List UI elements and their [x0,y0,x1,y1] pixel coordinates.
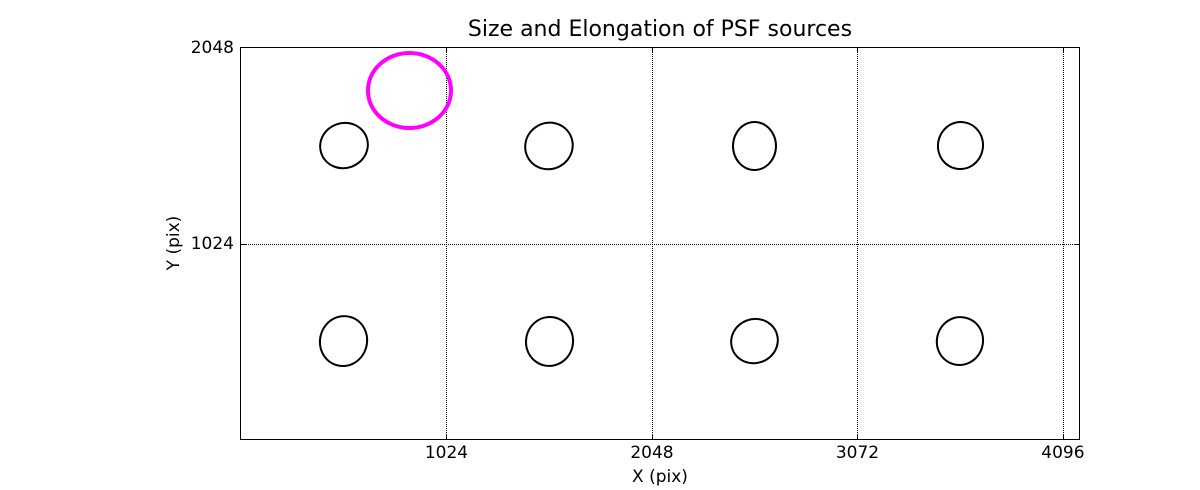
x-axis-label: X (pix) [632,467,688,487]
reference-ellipse [365,51,453,130]
x-tick-bottom-1024 [446,434,448,439]
x-tick-bottom-3072 [857,434,859,439]
psf-ellipse-7 [929,310,991,373]
psf-ellipse-1 [515,112,583,180]
x-tick-label-2048: 2048 [630,443,674,463]
y-tick-left-1024 [241,243,246,245]
plot-area [240,47,1080,440]
y-tick-label-1024: 1024 [190,233,234,254]
x-tick-top-1024 [446,48,448,53]
y-tick-label-2048: 2048 [190,38,234,58]
psf-ellipse-5 [519,311,579,372]
x-tick-label-3072: 3072 [835,443,880,463]
x-tick-top-3072 [857,48,859,53]
psf-ellipse-4 [313,309,374,373]
x-tick-bottom-2048 [651,434,653,439]
plot-title: Size and Elongation of PSF sources [467,17,853,42]
x-tick-bottom-4096 [1062,434,1064,439]
x-tick-top-2048 [651,48,653,53]
psf-ellipse-0 [312,115,376,177]
x-tick-top-4096 [1062,48,1064,53]
gridline-y-1024 [241,243,1079,245]
x-tick-label-4096: 4096 [1041,443,1085,463]
psf-ellipse-3 [933,117,988,174]
psf-ellipse-2 [732,120,778,171]
psf-ellipse-6 [723,311,786,372]
x-tick-label-1024: 1024 [424,443,469,463]
y-tick-right-1024 [1074,243,1079,245]
